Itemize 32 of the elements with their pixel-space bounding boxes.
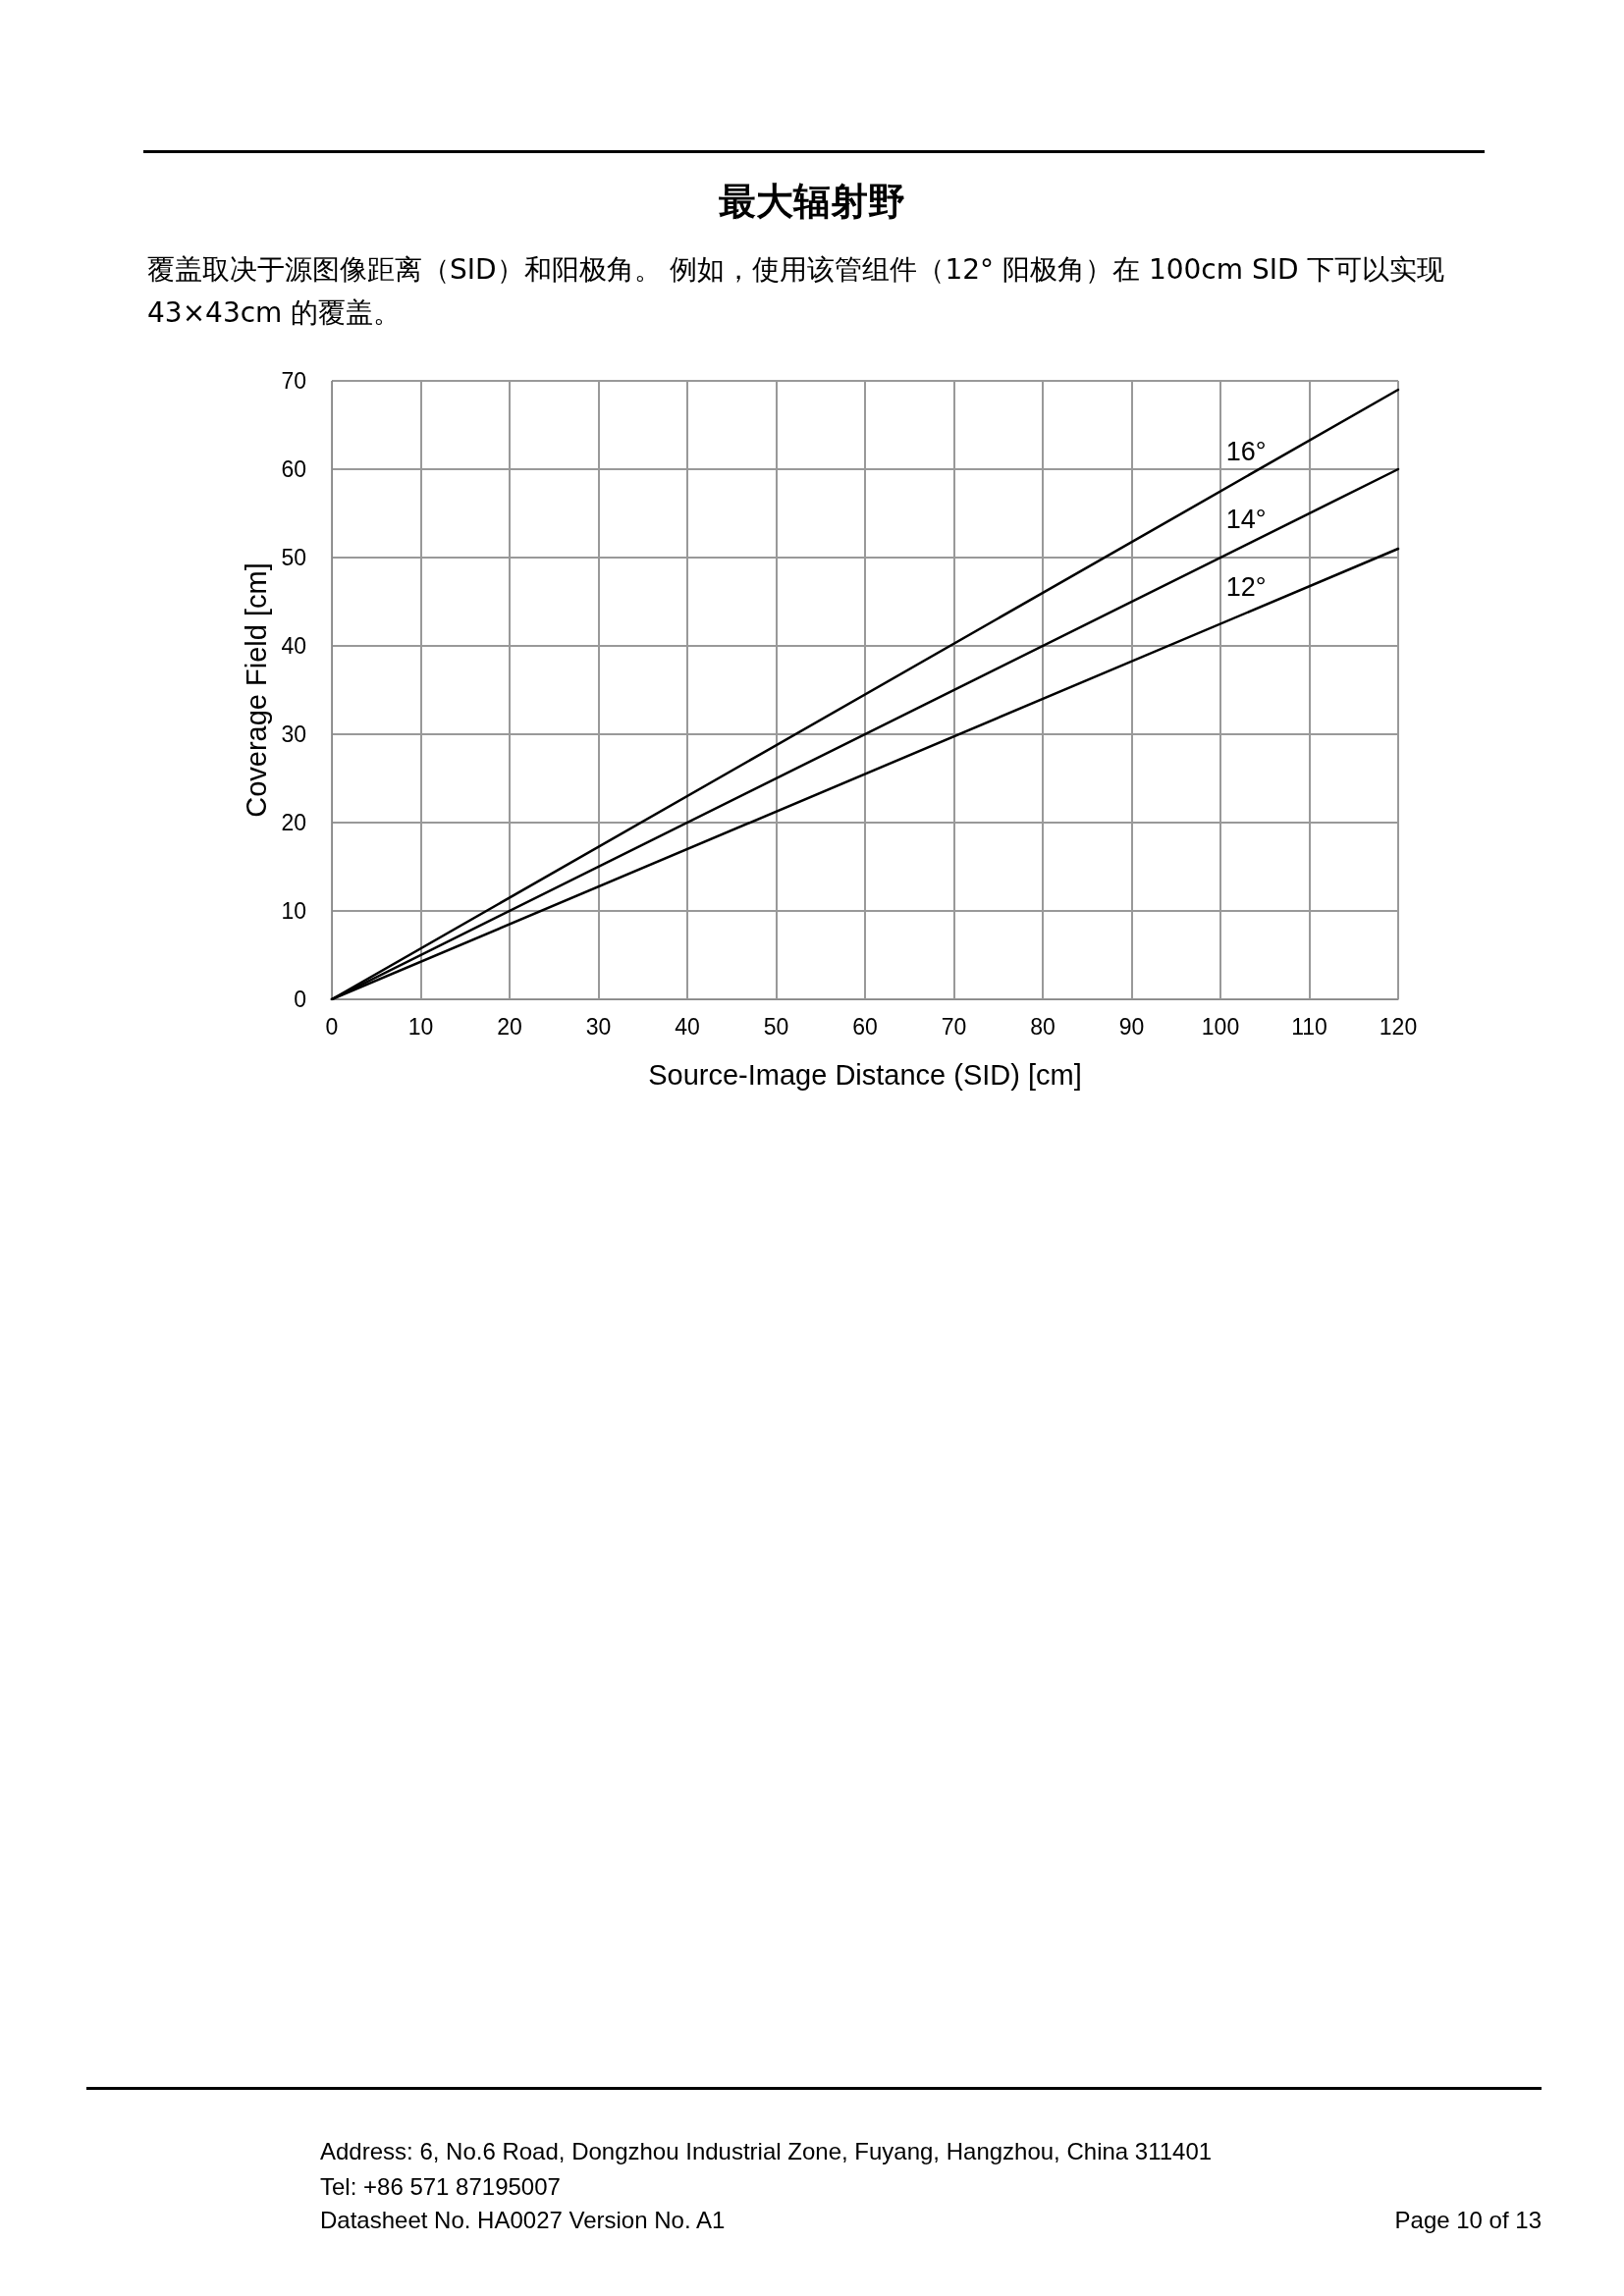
x-tick-label: 40 <box>675 1013 700 1040</box>
x-tick-label: 60 <box>852 1013 878 1040</box>
y-tick-label: 0 <box>294 987 306 1012</box>
y-tick-label: 70 <box>281 368 306 394</box>
y-tick-label: 10 <box>281 898 306 924</box>
y-axis-title: Coverage Field [cm] <box>241 562 273 818</box>
series-label: 16° <box>1225 437 1267 467</box>
y-tick-label: 60 <box>281 456 306 482</box>
y-tick-label: 40 <box>281 633 306 659</box>
x-axis-title: Source-Image Distance (SID) [cm] <box>648 1058 1082 1091</box>
x-tick-label: 50 <box>763 1013 789 1040</box>
x-tick-label: 30 <box>585 1013 612 1040</box>
x-tick-label: 70 <box>941 1013 967 1040</box>
x-tick-label: 20 <box>497 1013 522 1040</box>
text: Datasheet No. HA0027 Version No. A1 <box>320 2207 726 2234</box>
x-tick-label: 10 <box>407 1013 434 1040</box>
text: Page 10 of 13 <box>1394 2207 1542 2234</box>
y-tick-label: 50 <box>281 545 306 570</box>
x-tick-label: 80 <box>1030 1013 1056 1040</box>
chart-subtitle: 覆盖取决于源图像距离（SID）和阳极角。 例如，使用该管组件（12° 阳极角）在 100cm SID 下可以实现 43×43cm 的覆盖。 <box>147 252 1446 331</box>
series-label: 12° <box>1225 571 1267 602</box>
y-tick-label: 30 <box>281 721 306 747</box>
x-tick-label: 90 <box>1118 1013 1145 1040</box>
x-tick-label: 110 <box>1291 1013 1327 1040</box>
series-label: 14° <box>1225 505 1267 534</box>
text: Tel: +86 571 87195007 <box>320 2173 561 2201</box>
x-tick-label: 0 <box>325 1013 339 1040</box>
chart-title: 最大辐射野 <box>718 179 906 225</box>
x-tick-label: 100 <box>1201 1013 1240 1040</box>
x-tick-label: 120 <box>1379 1013 1418 1040</box>
text: Address: 6, No.6 Road, Dongzhou Industrial Zone, Fuyang, Hangzhou, China 311401 <box>320 2138 1213 2165</box>
y-tick-label: 20 <box>281 810 306 835</box>
